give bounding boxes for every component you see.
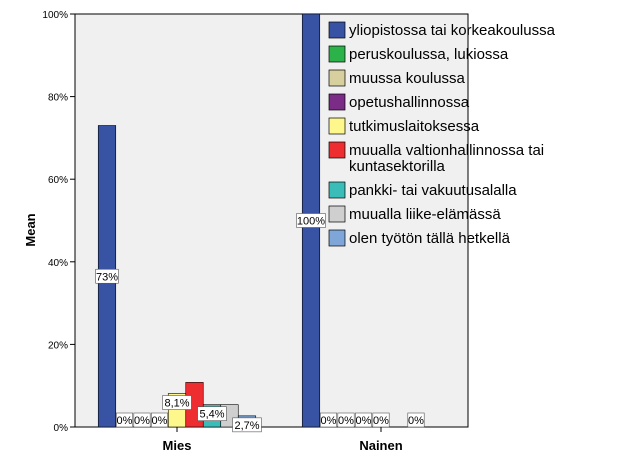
data-label: 0% <box>373 415 389 427</box>
x-category-label-mies: Mies <box>163 438 192 453</box>
data-label: 0% <box>134 415 150 427</box>
data-label-box <box>162 395 192 410</box>
data-label-box <box>116 412 134 428</box>
data-label-box <box>95 268 119 284</box>
plot-area <box>74 13 469 428</box>
x-axis: Mies Nainen <box>163 427 403 453</box>
data-label-box <box>319 412 337 428</box>
legend-label: opetushallinnossa <box>349 94 470 111</box>
y-tick-label: 80% <box>48 93 68 104</box>
y-tick-label: 40% <box>48 258 68 269</box>
data-label: 5,4% <box>199 409 224 421</box>
legend-swatch <box>328 21 346 39</box>
data-label-box <box>133 412 151 428</box>
data-label: 0% <box>321 415 337 427</box>
data-label: 100% <box>297 216 325 228</box>
data-label-box <box>232 417 262 433</box>
data-label-box <box>197 406 227 421</box>
legend-label: yliopistossa tai korkeakoulussa <box>349 22 556 39</box>
data-label: 0% <box>356 415 372 427</box>
data-labels-layer: 73%100%0% 0%0% 0%0% 0%8,1%0%5,4%0%2,7% <box>95 213 425 433</box>
legend-label: olen työtön tällä hetkellä <box>349 230 511 247</box>
y-axis-title: Mean <box>23 213 38 246</box>
data-label-box <box>296 213 326 228</box>
legend: yliopistossa tai korkeakoulussa peruskoul… <box>328 21 556 247</box>
legend-swatch <box>328 181 346 199</box>
legend-swatch <box>328 93 346 111</box>
legend-swatch <box>328 229 346 247</box>
data-label: 73% <box>96 271 118 283</box>
data-label: 0% <box>338 415 354 427</box>
y-tick-label: 20% <box>48 340 68 351</box>
y-tick-label: 60% <box>48 175 68 186</box>
data-label: 0% <box>152 415 168 427</box>
data-label: 8,1% <box>164 398 189 410</box>
legend-label: muussa koulussa <box>349 70 466 87</box>
y-tick-label: 0% <box>54 423 69 434</box>
x-category-label-nainen: Nainen <box>359 438 402 453</box>
y-tick-label: 100% <box>42 10 68 21</box>
data-label: 0% <box>117 415 133 427</box>
data-label-box <box>407 412 425 428</box>
y-axis: 0% 20% 40% 60% 80% 100% <box>42 10 75 434</box>
legend-swatch <box>328 117 346 135</box>
data-label-box <box>151 412 169 428</box>
legend-label: pankki- tai vakuutusalalla <box>349 182 517 199</box>
legend-label: peruskoulussa, lukiossa <box>349 46 509 63</box>
legend-swatch <box>328 141 346 159</box>
data-label-box <box>354 412 372 428</box>
legend-swatch <box>328 45 346 63</box>
data-label: 0% <box>408 415 424 427</box>
legend-swatch <box>328 205 346 223</box>
legend-label: tutkimuslaitoksessa <box>349 118 480 135</box>
legend-swatch <box>328 69 346 87</box>
legend-label: muualla valtionhallinnossa tai kuntasekto… <box>349 142 544 175</box>
legend-label: muualla liike-elämässä <box>349 206 501 223</box>
data-label-box <box>337 412 355 428</box>
data-label: 2,7% <box>234 420 259 432</box>
